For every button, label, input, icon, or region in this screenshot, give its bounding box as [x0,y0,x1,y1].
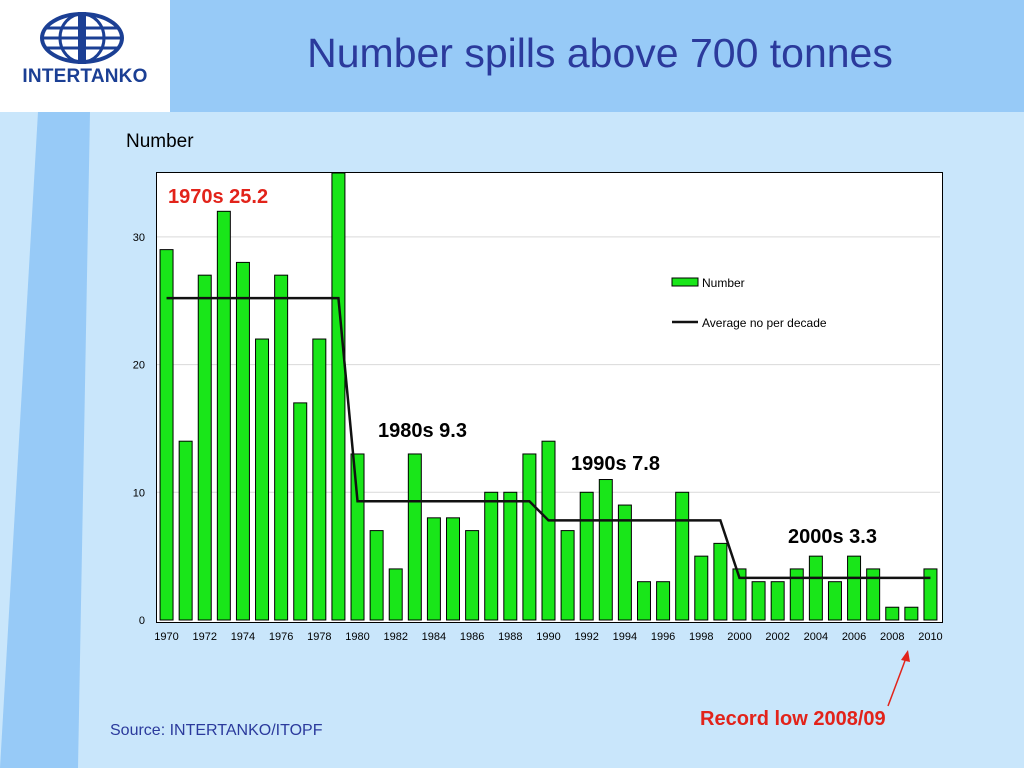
bar [178,440,193,621]
x-tick-label: 1990 [536,631,560,643]
y-tick-label: 20 [133,360,145,372]
x-tick-label: 1974 [231,631,255,643]
legend-label-number: Number [702,276,745,290]
bar [847,555,862,621]
bar [235,261,250,621]
bar [159,249,174,621]
y-axis-label: Number [126,131,194,152]
bar [350,453,365,621]
bar [522,453,537,621]
x-tick-label: 1996 [651,631,675,643]
x-tick-label: 1978 [307,631,331,643]
bar [388,568,403,621]
bar [598,479,613,621]
x-tick-label: 1982 [383,631,407,643]
x-tick-label: 1992 [574,631,598,643]
x-tick-label: 1986 [460,631,484,643]
left-decor-strip [0,112,90,768]
bar [923,568,938,621]
bar [636,581,651,621]
bar [197,274,212,621]
slide-title: Number spills above 700 tonnes [307,30,893,76]
legend-swatch-number [671,277,699,287]
bar [560,530,575,621]
bar [675,491,690,621]
bar [904,606,919,621]
bar [274,274,289,621]
bar [369,530,384,621]
x-tick-label: 1976 [269,631,293,643]
arrow-head-icon [901,650,910,662]
globe-icon [40,12,124,64]
bar [789,568,804,621]
bar [541,440,556,621]
x-tick-label: 2000 [727,631,751,643]
decade-average-annotation: 1990s 7.8 [571,453,660,475]
bar [866,568,881,621]
bar [312,338,327,621]
y-tick-label: 0 [139,615,145,627]
x-tick-label: 2008 [880,631,904,643]
decade-average-annotation: 1980s 9.3 [378,420,467,442]
logo: INTERTANKO [0,0,170,112]
x-tick-label: 2010 [918,631,942,643]
decade-average-annotation: 1970s 25.2 [168,186,268,208]
bar [503,491,518,621]
logo-text: INTERTANKO [22,66,148,87]
x-tick-label: 1970 [154,631,178,643]
x-tick-label: 1980 [345,631,369,643]
bar [732,568,747,621]
record-low-arrow [887,657,907,707]
bar [484,491,499,621]
bar [656,581,671,621]
bar [255,338,270,621]
bar [331,172,346,621]
x-tick-label: 1984 [422,631,446,643]
x-tick-label: 2002 [765,631,789,643]
bar [446,517,461,621]
bar [713,542,728,621]
bar [407,453,422,621]
bar [216,210,231,621]
header-band [0,0,1024,112]
decade-average-annotation: 2000s 3.3 [788,526,877,548]
y-tick-label: 10 [133,487,145,499]
bar [293,402,308,621]
x-tick-label: 2006 [842,631,866,643]
y-tick-label: 30 [133,232,145,244]
bar [579,491,594,621]
bar [770,581,785,621]
bar [827,581,842,621]
bar [808,555,823,621]
bar [465,530,480,621]
bar [694,555,709,621]
x-tick-label: 1972 [193,631,217,643]
x-tick-label: 2004 [804,631,828,643]
x-tick-label: 1998 [689,631,713,643]
record-low-note: Record low 2008/09 [700,708,886,730]
bar [885,606,900,621]
bar [426,517,441,621]
legend-label-average: Average no per decade [702,316,827,330]
average-per-decade-line [166,296,931,580]
bar [751,581,766,621]
x-tick-label: 1994 [613,631,637,643]
x-tick-label: 1988 [498,631,522,643]
source-note: Source: INTERTANKO/ITOPF [110,722,323,739]
bar [617,504,632,621]
